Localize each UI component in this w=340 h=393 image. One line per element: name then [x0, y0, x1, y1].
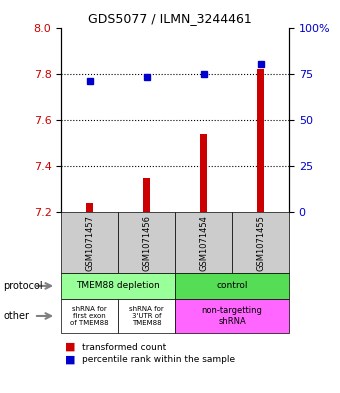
Text: control: control [216, 281, 248, 290]
Text: GSM1071457: GSM1071457 [85, 215, 94, 271]
Text: GSM1071454: GSM1071454 [199, 215, 208, 271]
Text: GSM1071456: GSM1071456 [142, 215, 151, 271]
Text: shRNA for
first exon
of TMEM88: shRNA for first exon of TMEM88 [70, 306, 109, 326]
Text: shRNA for
3'UTR of
TMEM88: shRNA for 3'UTR of TMEM88 [129, 306, 164, 326]
Text: ■: ■ [65, 342, 75, 352]
Bar [200, 134, 207, 212]
Text: ■: ■ [65, 354, 75, 365]
Text: TMEM88 depletion: TMEM88 depletion [76, 281, 160, 290]
Text: GDS5077 / ILMN_3244461: GDS5077 / ILMN_3244461 [88, 12, 252, 25]
Bar [86, 203, 93, 212]
Text: transformed count: transformed count [82, 343, 166, 351]
Bar [143, 178, 150, 212]
Bar [257, 69, 264, 212]
Text: protocol: protocol [3, 281, 43, 291]
Text: non-targetting
shRNA: non-targetting shRNA [202, 306, 262, 326]
Text: GSM1071455: GSM1071455 [256, 215, 265, 271]
Text: other: other [3, 311, 29, 321]
Text: percentile rank within the sample: percentile rank within the sample [82, 355, 235, 364]
